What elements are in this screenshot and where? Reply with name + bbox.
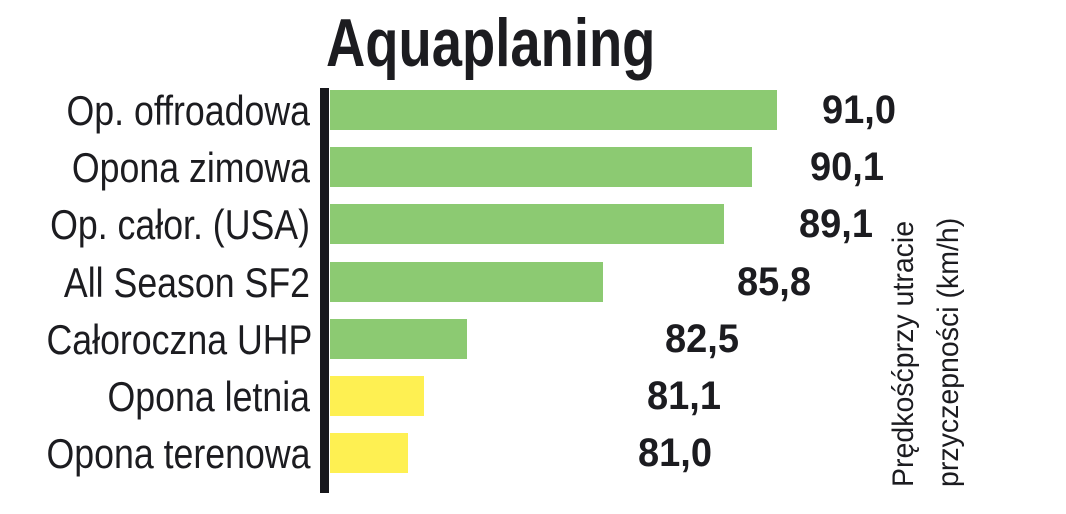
category-axis-line xyxy=(320,88,329,493)
chart-row: Op. offroadowa 91,0 xyxy=(0,87,1066,134)
category-label: Op. całor. (USA) xyxy=(50,201,311,248)
category-label: Całoroczna UHP xyxy=(46,316,313,363)
bar xyxy=(330,376,424,416)
category-label: Op. offroadowa xyxy=(66,87,310,134)
chart-row: Opona letnia 81,1 xyxy=(0,373,1066,420)
value-label: 85,8 xyxy=(737,260,811,304)
value-label: 81,1 xyxy=(647,374,721,418)
chart-row: Op. całor. (USA) 89,1 xyxy=(0,201,1066,248)
category-label: Opona letnia xyxy=(107,373,311,420)
category-label: All Season SF2 xyxy=(63,259,310,306)
value-label: 90,1 xyxy=(810,145,884,189)
chart-row: Całoroczna UHP 82,5 xyxy=(0,316,1066,363)
category-label: Opona zimowa xyxy=(71,144,311,191)
value-label: 81,0 xyxy=(638,431,712,475)
chart-title: Aquaplaning xyxy=(326,5,656,81)
value-axis-label-line2: przyczepności (km/h) xyxy=(932,217,965,487)
bar xyxy=(330,262,603,302)
bar xyxy=(330,147,752,187)
value-axis-label: Prędkośćprzy utracie przyczepności (km/h… xyxy=(881,187,971,487)
chart-row: Opona zimowa 90,1 xyxy=(0,144,1066,191)
bar xyxy=(330,204,724,244)
value-label: 89,1 xyxy=(799,202,873,246)
bar xyxy=(330,90,777,130)
category-label: Opona terenowa xyxy=(46,430,311,477)
value-label: 82,5 xyxy=(665,317,739,361)
chart-row: All Season SF2 85,8 xyxy=(0,259,1066,306)
chart-row: Opona terenowa 81,0 xyxy=(0,430,1066,477)
bar xyxy=(330,319,467,359)
value-label: 91,0 xyxy=(822,88,896,132)
bar xyxy=(330,433,408,473)
value-axis-label-line1: Prędkośćprzy utracie xyxy=(887,220,920,487)
